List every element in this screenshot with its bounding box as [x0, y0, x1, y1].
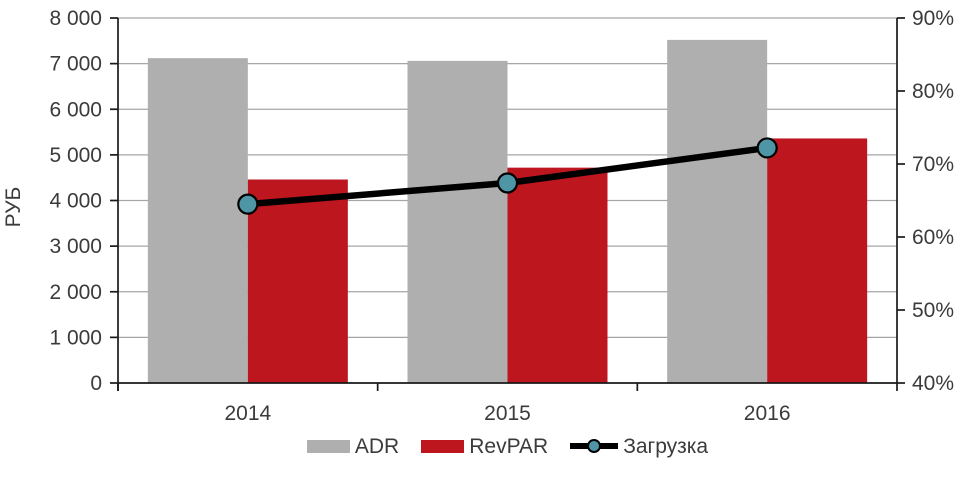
left-axis-label: 3 000 [49, 235, 102, 258]
legend-label-adr: ADR [354, 434, 400, 458]
x-axis-label-2015: 2015 [484, 402, 531, 425]
right-axis-label: 50% [912, 299, 954, 322]
legend-item-revpar: RevPAR [421, 436, 548, 457]
occupancy-marker-2016 [756, 137, 778, 159]
occupancy-marker-2015 [496, 172, 519, 194]
x-axis-label-2016: 2016 [744, 402, 791, 425]
left-axis-label: 8 000 [49, 7, 102, 30]
left-axis-label: 0 [90, 372, 102, 395]
right-axis-label: 80% [912, 80, 954, 103]
bar-adr-2014 [147, 58, 248, 384]
left-axis-label: 1 000 [49, 326, 102, 349]
zagruzka-legend-line-icon [570, 439, 619, 453]
bar-revpar-2015 [507, 167, 608, 383]
bar-revpar-2014 [247, 179, 348, 383]
bar-adr-2016 [667, 39, 768, 384]
zagruzka-legend-dot-icon [587, 439, 602, 453]
legend-item-zagruzka: Загрузка [570, 436, 708, 457]
left-axis-label: 2 000 [49, 281, 102, 304]
legend-item-adr: ADR [306, 434, 400, 458]
left-axis-label: 4 000 [49, 190, 102, 213]
x-axis-label-2014: 2014 [224, 402, 271, 425]
left-axis-label: 6 000 [49, 98, 102, 121]
right-axis-label: 40% [912, 372, 954, 395]
left-axis-label: 7 000 [49, 53, 102, 76]
bar-revpar-2016 [767, 138, 868, 383]
right-axis-label: 90% [912, 7, 954, 30]
adr-legend-swatch-icon [306, 439, 350, 453]
right-axis-label: 70% [912, 153, 954, 176]
left-axis-label: 5 000 [49, 144, 102, 167]
occupancy-marker-2014 [237, 193, 259, 215]
chart-legend: ADR RevPAR Загрузка [118, 433, 897, 459]
revpar-legend-swatch-icon [421, 439, 465, 453]
legend-label-revpar: RevPAR [469, 434, 549, 458]
legend-label-zagruzka: Загрузка [623, 434, 709, 458]
left-axis-title: РУБ [2, 187, 25, 228]
bar-adr-2015 [407, 60, 508, 383]
right-axis-label: 60% [912, 226, 954, 249]
